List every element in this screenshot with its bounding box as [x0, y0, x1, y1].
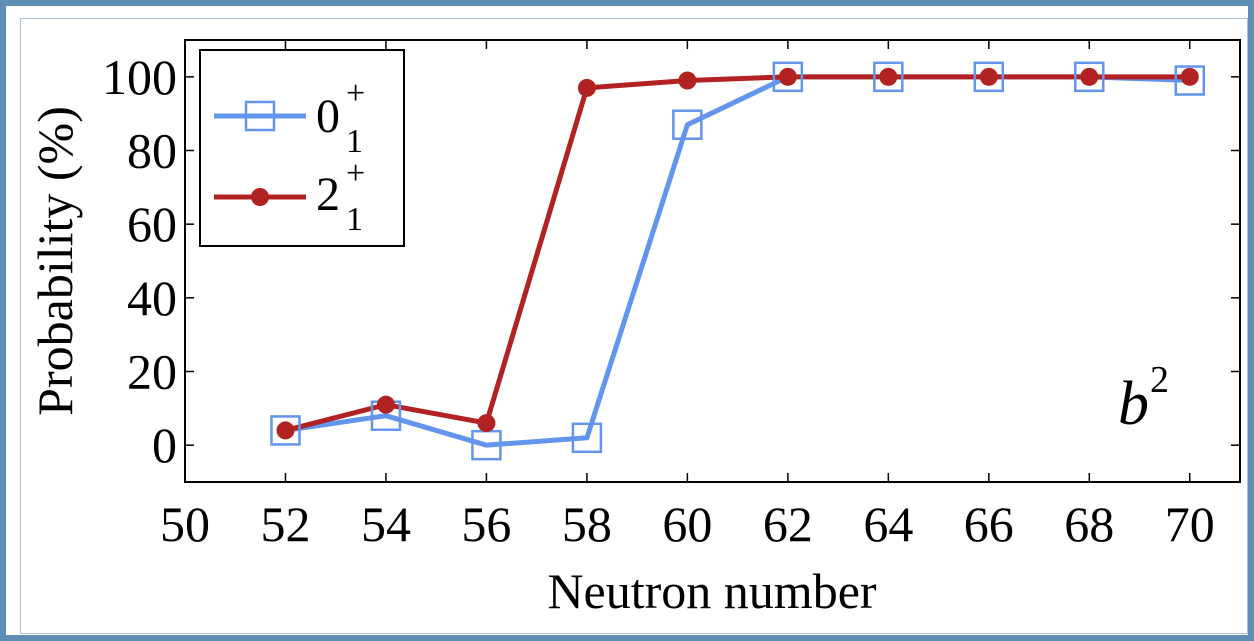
- series-1-point-6: [879, 67, 898, 86]
- y-tick-label-3: 60: [127, 196, 177, 252]
- series-1-point-8: [1080, 67, 1099, 86]
- x-tick-label-6: 62: [763, 496, 813, 552]
- y-tick-label-4: 80: [127, 123, 177, 179]
- series-0-point-9: [1174, 65, 1206, 96]
- y-tick-label-5: 100: [102, 49, 177, 105]
- series-1-point-3: [577, 78, 596, 97]
- series-1-line: [284, 74, 1190, 433]
- y-tick-label-1: 20: [127, 344, 177, 400]
- series-0-point-0: [270, 415, 301, 446]
- x-tick-label-5: 60: [662, 496, 712, 552]
- legend-marker-0: [244, 100, 276, 132]
- legend-box: [199, 49, 405, 247]
- x-tick-label-3: 56: [461, 496, 511, 552]
- legend-marker-1: [251, 188, 269, 206]
- x-tick-label-1: 52: [260, 496, 310, 552]
- legend-label-1: 2: [316, 168, 340, 221]
- series-1-point-9: [1180, 67, 1199, 86]
- x-axis-title: Neutron number: [547, 563, 876, 619]
- series-0-point-3: [571, 422, 603, 454]
- x-tick-label-7: 64: [863, 496, 913, 552]
- series-1-point-4: [678, 71, 697, 90]
- annotation-base: b: [1118, 370, 1149, 438]
- series-0-point-6: [873, 61, 904, 93]
- annotation-sup: 2: [1150, 359, 1169, 401]
- legend-label-0-sup: +: [346, 75, 365, 112]
- series-1-point-1: [376, 395, 395, 414]
- series-0-point-4: [672, 109, 703, 140]
- series-lines: [284, 74, 1190, 448]
- legend-label-1-sup: +: [346, 155, 365, 192]
- series-markers: [270, 61, 1206, 461]
- x-tick-label-9: 68: [1064, 496, 1114, 552]
- legend: 0 + 1 2 + 1: [199, 49, 405, 247]
- x-tick-label-2: 54: [361, 496, 411, 552]
- series-0-point-5: [772, 61, 804, 93]
- series-1-point-0: [276, 421, 295, 440]
- series-0-point-7: [973, 61, 1005, 93]
- x-tick-label-8: 66: [964, 496, 1014, 552]
- x-tick-label-10: 70: [1165, 496, 1215, 552]
- series-1-point-5: [778, 67, 797, 86]
- x-tick-label-4: 58: [562, 496, 612, 552]
- y-tick-label-2: 40: [127, 270, 177, 326]
- y-axis-title: Probability (%): [27, 106, 83, 416]
- legend-label-0: 0: [316, 90, 340, 143]
- legend-label-1-sub: 1: [346, 201, 363, 238]
- y-tick-label-0: 0: [152, 417, 177, 473]
- legend-label-0-sub: 1: [346, 123, 363, 160]
- series-1-point-7: [979, 67, 998, 86]
- series-0-point-8: [1074, 61, 1105, 93]
- x-tick-label-0: 50: [160, 496, 210, 552]
- series-1-point-2: [477, 414, 496, 433]
